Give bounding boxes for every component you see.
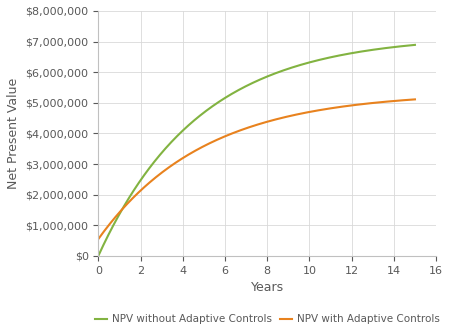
NPV without Adaptive Controls: [246, 83, 252, 87]
NPV with Adaptive Controls: [284, 115, 289, 119]
NPV with Adaptive Controls: [267, 119, 272, 123]
Legend: NPV without Adaptive Controls, NPV with Adaptive Controls: NPV without Adaptive Controls, NPV with …: [91, 310, 444, 328]
X-axis label: Years: Years: [251, 281, 284, 294]
Line: NPV without Adaptive Controls: NPV without Adaptive Controls: [99, 45, 415, 256]
NPV without Adaptive Controls: [412, 43, 418, 47]
NPV without Adaptive Controls: [355, 50, 360, 54]
NPV without Adaptive Controls: [96, 254, 101, 258]
NPV without Adaptive Controls: [267, 73, 272, 77]
NPV with Adaptive Controls: [405, 98, 410, 102]
NPV without Adaptive Controls: [405, 44, 410, 48]
NPV with Adaptive Controls: [96, 237, 101, 241]
NPV without Adaptive Controls: [248, 82, 253, 86]
Line: NPV with Adaptive Controls: NPV with Adaptive Controls: [99, 99, 415, 239]
Y-axis label: Net Present Value: Net Present Value: [7, 78, 20, 189]
NPV with Adaptive Controls: [355, 103, 360, 107]
NPV with Adaptive Controls: [246, 125, 252, 129]
NPV with Adaptive Controls: [412, 97, 418, 101]
NPV with Adaptive Controls: [248, 125, 253, 129]
NPV without Adaptive Controls: [284, 67, 289, 71]
